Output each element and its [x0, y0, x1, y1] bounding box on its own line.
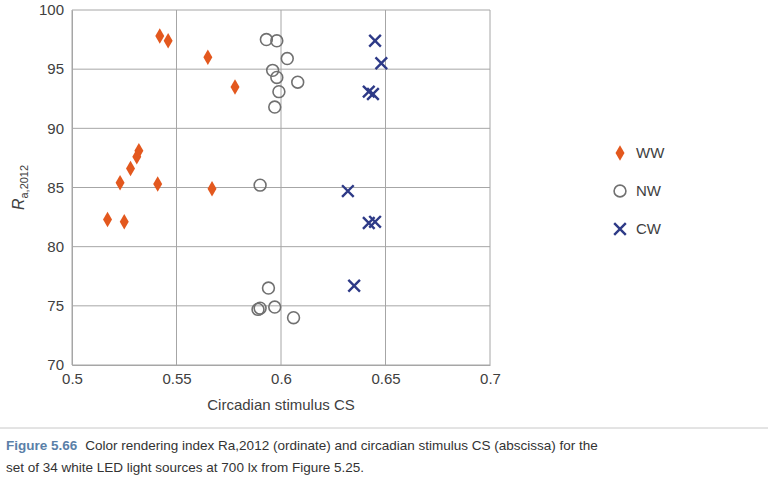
tick: 0.6	[271, 365, 292, 387]
point	[281, 53, 293, 65]
tick-label: 0.6	[271, 370, 292, 387]
tick-label: 0.5	[62, 370, 83, 387]
legend-marker	[614, 223, 626, 235]
point	[252, 303, 264, 315]
point	[342, 185, 354, 197]
point	[348, 280, 360, 292]
grid	[72, 10, 490, 365]
tick: 0.55	[162, 365, 191, 387]
grid-line	[490, 10, 491, 365]
point	[164, 33, 173, 49]
legend-label: NW	[636, 182, 662, 199]
point	[254, 179, 266, 191]
chart: 0.5 0.55 0.6 0.65 0.7 70 75 80 85 90 95 100 Circadia…	[0, 0, 768, 502]
caption-rule	[0, 428, 768, 429]
legend-item: WW	[616, 144, 666, 161]
tick-label: 80	[47, 238, 64, 255]
tick: 0.5	[62, 365, 83, 387]
point	[369, 35, 381, 47]
x-axis: 0.5 0.55 0.6 0.65 0.7	[62, 365, 501, 387]
point	[376, 57, 388, 69]
point	[271, 72, 283, 84]
y-axis-label: Ra,2012	[10, 165, 30, 210]
axis-line	[72, 11, 73, 366]
point	[231, 79, 240, 95]
legend-item: NW	[614, 182, 662, 199]
caption-label: Figure 5.66	[6, 438, 78, 453]
series	[342, 35, 387, 292]
grid-line	[72, 10, 73, 365]
tick: 90	[47, 120, 72, 137]
tick: 0.7	[480, 365, 501, 387]
series	[103, 28, 239, 229]
point	[269, 301, 281, 313]
grid-line	[281, 10, 282, 365]
legend-label: CW	[636, 220, 662, 237]
tick-label: 0.7	[480, 370, 501, 387]
point	[367, 88, 379, 100]
tick: 75	[47, 297, 72, 314]
legend-marker	[616, 145, 625, 161]
grid-line	[385, 10, 386, 365]
point	[116, 175, 125, 191]
point	[271, 35, 283, 47]
tick: 95	[47, 60, 72, 77]
grid-line	[176, 10, 177, 365]
points	[103, 28, 387, 323]
legend-label: WW	[636, 144, 665, 161]
point	[263, 282, 275, 294]
point	[155, 28, 164, 44]
tick-label: 0.65	[371, 370, 400, 387]
tick: 70	[47, 356, 72, 373]
tick: 100	[39, 1, 72, 18]
tick: 85	[47, 179, 72, 196]
point	[292, 76, 304, 88]
x-axis-label: Circadian stimulus CS	[207, 396, 355, 413]
tick-label: 75	[47, 297, 64, 314]
plot: 0.5 0.55 0.6 0.65 0.7 70 75 80 85 90 95 100	[39, 1, 501, 386]
point	[208, 181, 217, 197]
series	[252, 34, 304, 324]
point	[132, 149, 141, 165]
caption-text: Color rendering index Ra,2012 (ordinate)…	[85, 438, 598, 453]
point	[269, 101, 281, 113]
tick-label: 85	[47, 179, 64, 196]
point	[103, 212, 112, 228]
point	[126, 161, 135, 177]
axis-line	[73, 365, 491, 366]
y-axis: 70 75 80 85 90 95 100	[39, 1, 73, 373]
legend: WW NW CW	[614, 144, 665, 237]
point	[369, 216, 381, 228]
point	[203, 50, 212, 66]
legend-marker	[614, 185, 626, 197]
tick-label: 100	[39, 1, 64, 18]
point	[120, 214, 129, 230]
tick-label: 90	[47, 120, 64, 137]
point	[267, 64, 279, 76]
legend-item: CW	[614, 220, 662, 237]
tick: 0.65	[371, 365, 400, 387]
tick-label: 95	[47, 60, 64, 77]
tick: 80	[47, 238, 72, 255]
point	[288, 312, 300, 324]
point	[273, 86, 285, 98]
tick-label: 70	[47, 356, 64, 373]
tick-label: 0.55	[162, 370, 191, 387]
point	[153, 176, 162, 192]
caption-text: set of 34 white LED light sources at 700…	[6, 460, 364, 475]
